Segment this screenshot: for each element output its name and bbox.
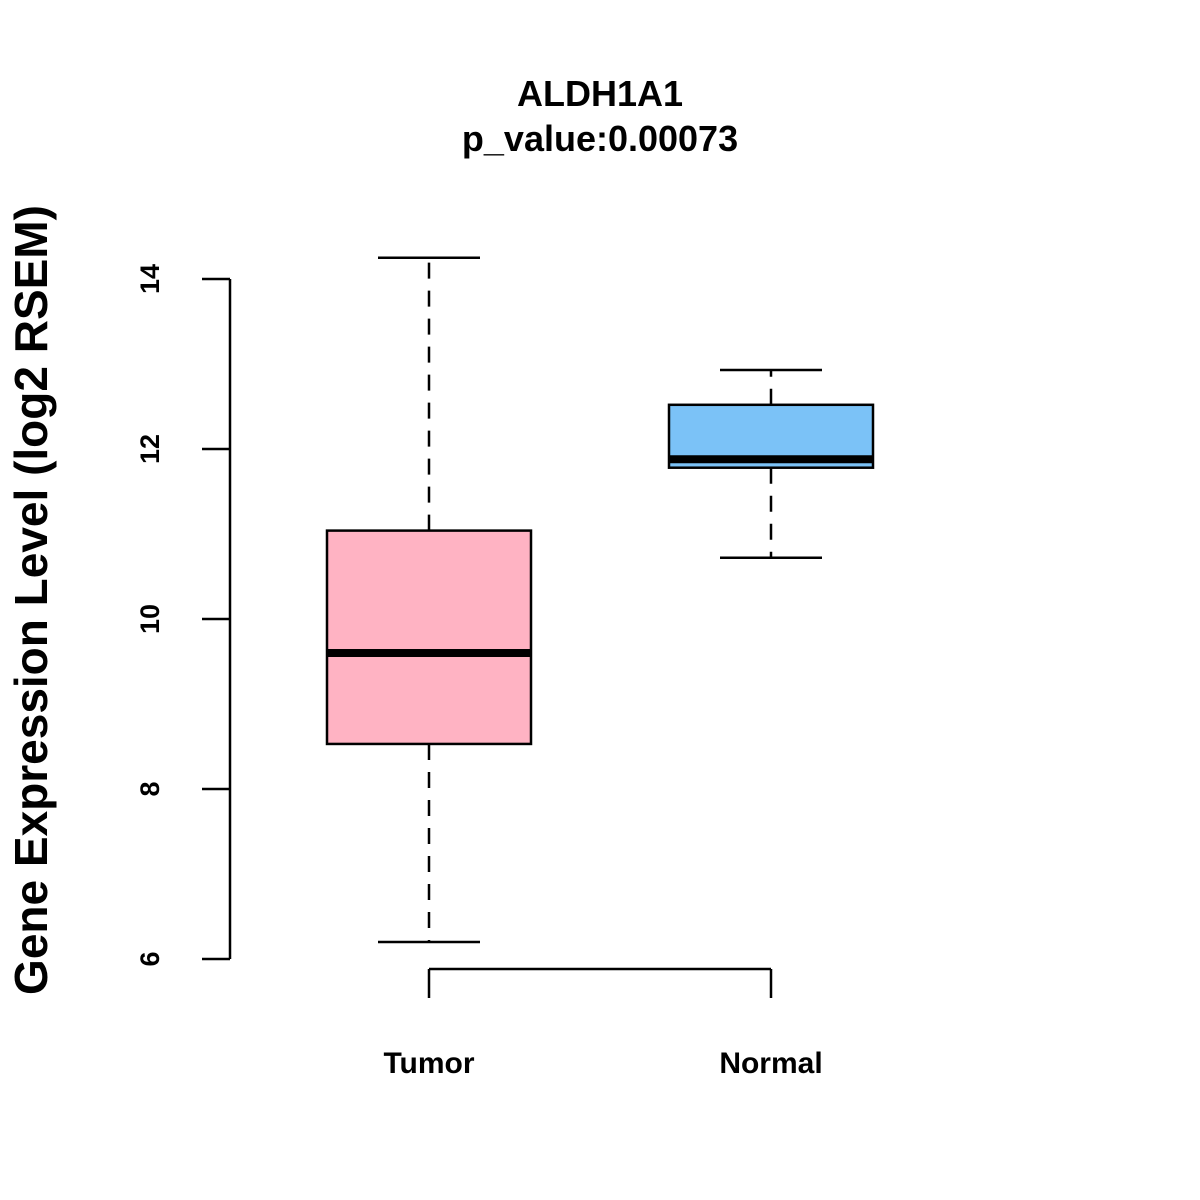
x-axis: Tumor Normal: [383, 967, 823, 1080]
y-tick-label: 6: [135, 951, 165, 966]
x-tick-label: Normal: [719, 1047, 822, 1080]
y-tick-label: 14: [135, 264, 165, 294]
box-tumor: [325, 256, 533, 944]
chart-subtitle: p_value:0.00073: [462, 118, 738, 159]
y-axis: 6 8 10 12 14: [135, 264, 232, 967]
y-tick-label: 12: [135, 434, 165, 464]
iqr-box: [325, 529, 533, 746]
y-tick-label: 10: [135, 604, 165, 634]
box-plot-area: [325, 256, 875, 944]
y-tick-label: 8: [135, 781, 165, 796]
chart-title: ALDH1A1: [517, 73, 683, 114]
y-axis-label: Gene Expression Level (log2 RSEM): [5, 205, 57, 995]
box-normal: [667, 368, 875, 560]
x-tick-label: Tumor: [383, 1047, 474, 1080]
